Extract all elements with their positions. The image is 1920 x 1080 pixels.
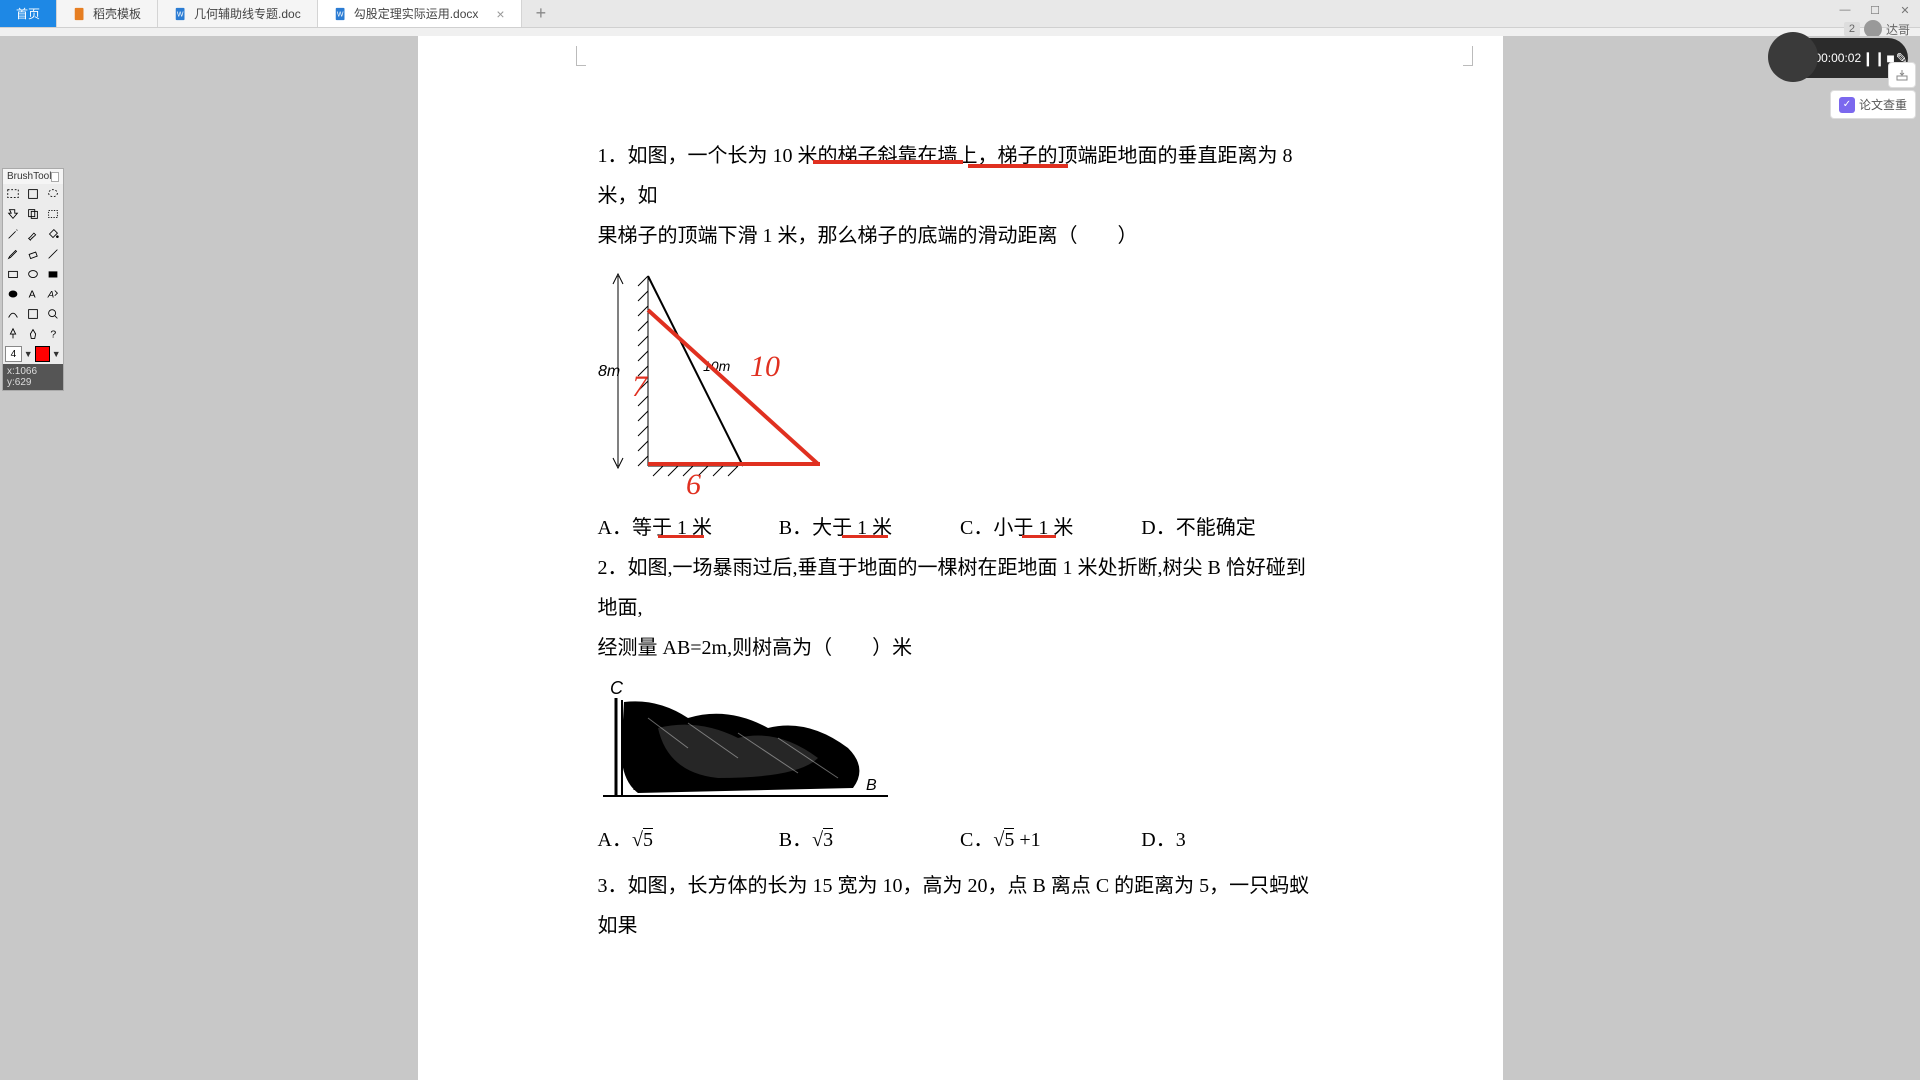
tab-doc2-active[interactable]: W 勾股定理实际运用.docx × — [318, 0, 522, 27]
q2-diagram: C A B — [598, 678, 1503, 813]
annotation-6: 6 — [686, 468, 701, 496]
tab-home[interactable]: 首页 — [0, 0, 57, 27]
panel-title: BrushTool — [3, 169, 63, 184]
doc-icon — [73, 7, 87, 21]
tray-icon — [1895, 68, 1909, 82]
label-C: C — [610, 678, 624, 698]
fillellipse-tool[interactable] — [3, 284, 23, 304]
side-button-plagiarism[interactable]: ✓ 论文查重 — [1830, 90, 1916, 119]
option-d: D．3 — [1141, 823, 1322, 852]
svg-text:W: W — [337, 11, 344, 18]
q2-options: A．√5 B．√3 C．√5 +1 D．3 — [598, 823, 1323, 852]
brush-tool-panel[interactable]: BrushTool A A ? 4 ▼ ▼ x:1066 y:629 — [2, 168, 64, 391]
close-button[interactable]: ✕ — [1890, 0, 1920, 20]
tab-template[interactable]: 稻壳模板 — [57, 0, 158, 27]
minimize-button[interactable]: — — [1830, 0, 1860, 20]
shape-tool[interactable] — [23, 304, 43, 324]
tab-bar: 首页 稻壳模板 W 几何辅助线专题.doc W 勾股定理实际运用.docx × … — [0, 0, 1920, 28]
brush-tool[interactable] — [23, 224, 43, 244]
label-8m: 8m — [598, 363, 620, 380]
tab-label: 稻壳模板 — [93, 5, 141, 22]
margin-marker — [576, 46, 586, 66]
color-swatch[interactable] — [35, 346, 50, 362]
annotation-underline — [813, 160, 963, 164]
option-d: D．不能确定 — [1141, 511, 1322, 540]
fillrect-tool[interactable] — [43, 264, 63, 284]
tab-doc1[interactable]: W 几何辅助线专题.doc — [158, 0, 318, 27]
side-button-label: 论文查重 — [1859, 96, 1907, 113]
annotation-10: 10 — [750, 350, 780, 383]
annotation-underline — [1022, 535, 1056, 538]
pause-icon[interactable]: ❙❙ — [1862, 50, 1885, 67]
crop-tool[interactable] — [23, 184, 43, 204]
bucket-tool[interactable] — [43, 224, 63, 244]
window-controls: — ☐ ✕ — [1830, 0, 1920, 20]
option-b: B．√3 — [779, 823, 960, 852]
maximize-button[interactable]: ☐ — [1860, 0, 1890, 20]
svg-text:W: W — [177, 11, 184, 18]
ellipse-tool[interactable] — [23, 264, 43, 284]
option-a: A．√5 — [598, 823, 779, 852]
workspace: 1．如图，一个长为 10 米的梯子斜靠在墙上，梯子的顶端距地面的垂直距离为 8 … — [0, 36, 1920, 1080]
select-tool[interactable] — [3, 184, 23, 204]
question-1-line2: 果梯子的顶端下滑 1 米，那么梯子的底端的滑动距离（ ） — [598, 216, 1323, 256]
move-tool[interactable] — [3, 204, 23, 224]
annotation-underline — [968, 164, 1068, 168]
margin-marker — [1463, 46, 1473, 66]
annotation-7: 7 — [632, 370, 649, 403]
tab-close-icon[interactable]: × — [496, 6, 504, 22]
question-2-line2: 经测量 AB=2m,则树高为（ ）米 — [598, 628, 1323, 668]
pencil-tool[interactable] — [3, 244, 23, 264]
check-icon: ✓ — [1839, 97, 1855, 113]
tab-label: 勾股定理实际运用.docx — [354, 5, 479, 22]
word-icon: W — [334, 7, 348, 21]
zoom-tool[interactable]: A — [43, 284, 63, 304]
size-input[interactable]: 4 — [5, 346, 22, 362]
recorder-handle[interactable] — [1768, 32, 1818, 82]
document-page: 1．如图，一个长为 10 米的梯子斜靠在墙上，梯子的顶端距地面的垂直距离为 8 … — [418, 36, 1503, 1080]
q1-diagram: 8m 10m 7 10 6 — [598, 266, 1503, 501]
question-3-line1: 3．如图，长方体的长为 15 宽为 10，高为 20，点 B 离点 C 的距离为… — [598, 866, 1323, 946]
coordinates: x:1066 y:629 — [3, 364, 63, 390]
size-dropdown-icon[interactable]: ▼ — [24, 349, 33, 359]
notification-count: 2 — [1844, 22, 1860, 36]
svg-text:A: A — [47, 290, 54, 301]
recorder-time: 00:00:02 — [1814, 51, 1861, 65]
copy-tool[interactable] — [23, 204, 43, 224]
annotation-underline — [842, 535, 888, 538]
marquee-tool[interactable] — [43, 204, 63, 224]
user-name: 达哥 — [1886, 21, 1910, 38]
word-icon: W — [174, 7, 188, 21]
label-B: B — [866, 777, 877, 794]
brush-settings: 4 ▼ ▼ — [3, 344, 63, 364]
curve-tool[interactable] — [3, 304, 23, 324]
magnify-tool[interactable] — [43, 304, 63, 324]
svg-text:?: ? — [50, 329, 56, 341]
q1-options: A．等于 1 米 B．大于 1 米 C．小于 1 米 D．不能确定 — [598, 511, 1323, 540]
eraser-tool[interactable] — [23, 244, 43, 264]
line-tool[interactable] — [43, 244, 63, 264]
picker-tool[interactable] — [3, 324, 23, 344]
help-tool[interactable]: ? — [43, 324, 63, 344]
svg-text:A: A — [29, 289, 36, 301]
option-c: C．√5 +1 — [960, 823, 1141, 852]
text-tool[interactable]: A — [23, 284, 43, 304]
wand-tool[interactable] — [3, 224, 23, 244]
tool-grid: A A ? — [3, 184, 63, 344]
tab-label: 几何辅助线专题.doc — [194, 5, 301, 22]
lasso-tool[interactable] — [43, 184, 63, 204]
color-dropdown-icon[interactable]: ▼ — [52, 349, 61, 359]
tab-new[interactable]: + — [522, 0, 561, 27]
hand-tool[interactable] — [23, 324, 43, 344]
question-1-line1: 1．如图，一个长为 10 米的梯子斜靠在墙上，梯子的顶端距地面的垂直距离为 8 … — [598, 136, 1323, 216]
side-button-collapse[interactable] — [1888, 62, 1916, 88]
annotation-underline — [658, 535, 704, 538]
rect-tool[interactable] — [3, 264, 23, 284]
question-2-line1: 2．如图,一场暴雨过后,垂直于地面的一棵树在距地面 1 米处折断,树尖 B 恰好… — [598, 548, 1323, 628]
